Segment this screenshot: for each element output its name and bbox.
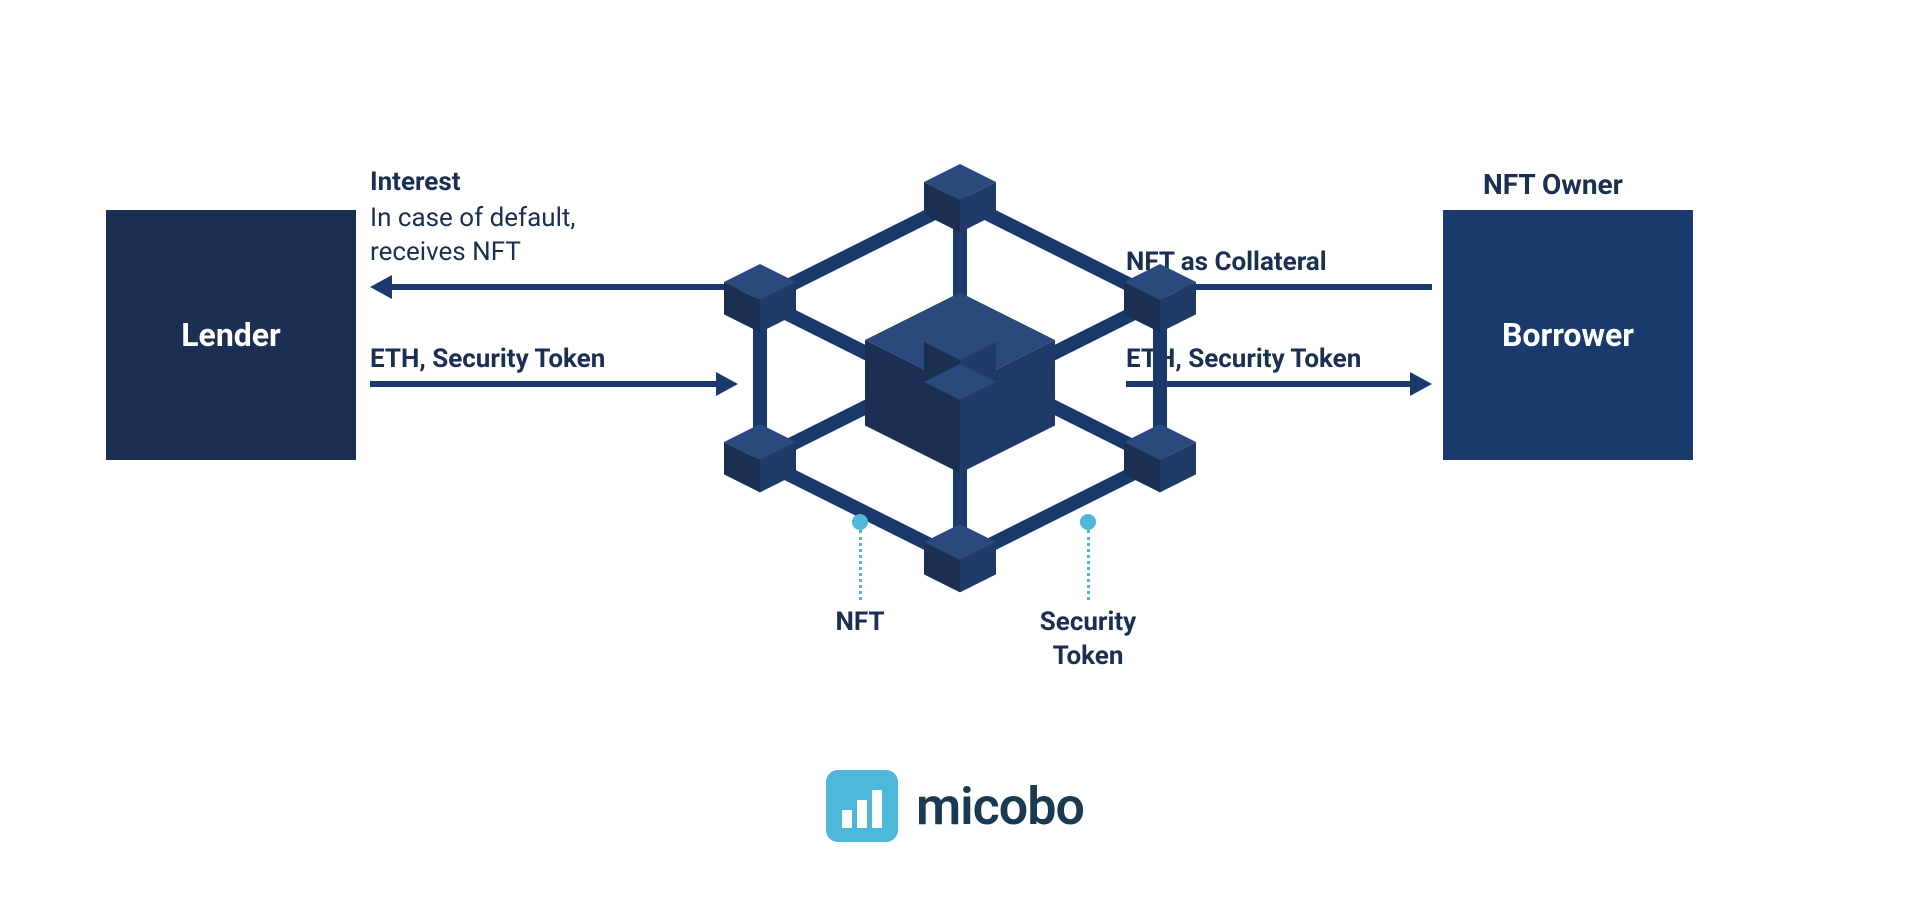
logo-bar-2 [857,800,867,828]
borrower-label: Borrower [1502,316,1634,354]
arrow-lender-in-line [388,284,738,290]
security-token-callout-label: SecurityToken [1028,606,1148,674]
lender-label: Lender [181,316,281,354]
borrower-title: NFT Owner [1483,168,1623,201]
arrow-lender-out-line [370,381,720,387]
arrow-borrower-out-head [1410,372,1432,396]
security-token-callout-dot [1080,514,1096,530]
logo-bar-1 [842,810,852,828]
micobo-logo: micobo [826,770,1084,842]
arrow-lender-in-label-bold: Interest [370,167,461,197]
logo-bar-3 [872,790,882,828]
lender-box: Lender [106,210,356,460]
arrow-lender-in-head [370,275,392,299]
nft-callout-line [859,530,862,600]
micobo-logo-icon [826,770,898,842]
nft-callout-dot [852,514,868,530]
micobo-logo-text: micobo [916,776,1084,837]
borrower-box: Borrower [1443,210,1693,460]
arrow-lender-out-label: ETH, Security Token [370,344,605,374]
security-token-callout-line [1087,530,1090,600]
nft-callout-label: NFT [820,606,900,640]
arrow-lender-in-label-regular: In case of default,receives NFT [370,202,576,270]
blockchain-cube-icon [700,50,1220,610]
